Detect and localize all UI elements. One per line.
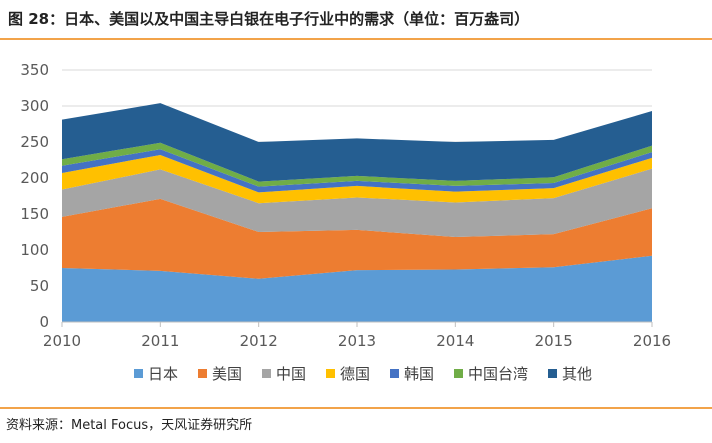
legend-swatch	[454, 369, 463, 378]
y-tick-label: 150	[20, 205, 49, 223]
legend-label: 韩国	[404, 365, 434, 383]
axes: 0 50 100 150 200 250 300 350 2010 2011 2012 2013 201…	[20, 61, 671, 350]
legend-item-4: 韩国	[390, 365, 434, 383]
y-tick-label: 0	[39, 313, 49, 331]
legend-label: 美国	[212, 365, 242, 383]
series-areas	[62, 103, 652, 322]
legend-label: 中国台湾	[468, 365, 528, 383]
x-tick-label: 2011	[141, 332, 179, 350]
legend-item-5: 中国台湾	[454, 365, 528, 383]
x-tick-label: 2013	[338, 332, 376, 350]
legend-item-2: 中国	[262, 365, 306, 383]
x-tick-label: 2010	[43, 332, 81, 350]
y-tick-label: 300	[20, 97, 49, 115]
x-tick-label: 2012	[240, 332, 278, 350]
chart-title: 图 28：日本、美国以及中国主导白银在电子行业中的需求（单位：百万盎司）	[8, 10, 530, 28]
legend-label: 日本	[148, 365, 178, 383]
legend-label: 中国	[276, 365, 306, 383]
area-series-5	[62, 142, 652, 187]
area-series-2	[62, 168, 652, 238]
legend-item-1: 美国	[198, 365, 242, 383]
legend-swatch	[198, 369, 207, 378]
legend-swatch	[390, 369, 399, 378]
area-series-6	[62, 103, 652, 182]
x-tick-label: 2015	[535, 332, 573, 350]
legend-swatch	[262, 369, 271, 378]
legend-swatch	[326, 369, 335, 378]
area-series-1	[62, 198, 652, 279]
y-tick-label: 250	[20, 133, 49, 151]
area-series-3	[62, 154, 652, 204]
legend-swatch	[548, 369, 557, 378]
y-tick-label: 350	[20, 61, 49, 79]
y-tick-label: 200	[20, 169, 49, 187]
title-rule	[0, 38, 712, 40]
x-tick-label: 2014	[436, 332, 474, 350]
stacked-area-chart: 0 50 100 150 200 250 300 350 2010 2011 2012 2013 201…	[20, 61, 671, 383]
y-tick-label: 50	[30, 277, 49, 295]
area-series-4	[62, 149, 652, 193]
legend-swatch	[134, 369, 143, 378]
legend-label: 其他	[562, 365, 592, 383]
legend-label: 德国	[340, 365, 370, 383]
source-rule	[0, 407, 712, 409]
y-tick-label: 100	[20, 241, 49, 259]
legend: 日本 美国 中国 德国 韩国 中国台湾 其他	[134, 365, 592, 383]
legend-item-0: 日本	[134, 365, 178, 383]
x-tick-label: 2016	[633, 332, 671, 350]
area-series-0	[62, 255, 652, 322]
source-note: 资料来源：Metal Focus，天风证券研究所	[6, 418, 253, 433]
legend-item-6: 其他	[548, 365, 592, 383]
legend-item-3: 德国	[326, 365, 370, 383]
